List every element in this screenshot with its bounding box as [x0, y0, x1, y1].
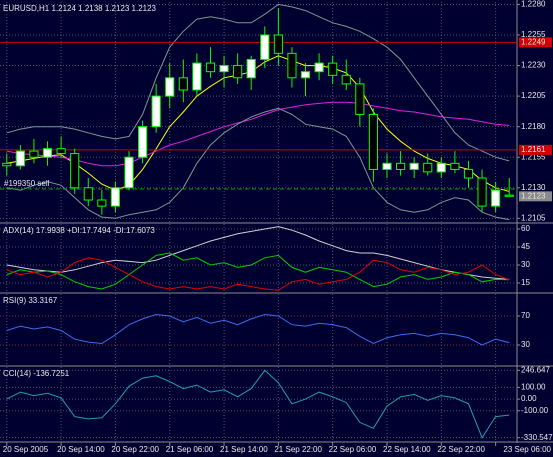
indicator-line	[6, 369, 510, 439]
indicator-line	[6, 257, 510, 291]
pane	[0, 2, 516, 222]
candle-body	[287, 52, 297, 79]
candle-body	[314, 62, 324, 73]
x-tick-label: 20 Sep 22:00	[111, 445, 159, 454]
level-tag	[519, 37, 552, 48]
candle-body	[233, 65, 243, 79]
pane-title: ADX(14) 17.9938 +DI:17.7494 -DI:17.6073	[3, 226, 155, 235]
candle-body	[165, 77, 175, 97]
overlay-line	[6, 101, 510, 167]
candle-body	[29, 150, 39, 158]
candle-body	[396, 162, 406, 170]
y-tick-label: 1.2230	[521, 61, 546, 70]
candle-body	[436, 162, 446, 173]
level-tag	[519, 144, 552, 155]
candle-body	[382, 162, 392, 170]
pane-title: CCI(14) -136.7251	[3, 369, 70, 378]
overlay-line	[6, 55, 510, 192]
y-tick-label: 30	[521, 260, 530, 269]
y-tick-label: 1.2180	[521, 122, 546, 131]
candle-body	[56, 148, 66, 155]
y-tick-label: 1.2255	[521, 30, 546, 39]
candle-body	[504, 194, 514, 197]
x-tick-label: 21 Sep 14:00	[220, 445, 268, 454]
candle-body	[219, 65, 229, 73]
candle-body	[192, 62, 202, 91]
indicator-line	[6, 226, 510, 280]
y-tick-label: 45	[521, 242, 530, 251]
x-tick-label: 20 Sep 14:00	[57, 445, 105, 454]
y-tick-label: -330.547	[521, 433, 553, 442]
y-tick-label: 246.647	[521, 365, 550, 374]
y-tick-label: 1.2205	[521, 91, 546, 100]
y-tick-label: 1.2280	[521, 0, 546, 9]
candle-body	[83, 187, 93, 201]
current-price-label: 1.2123	[521, 191, 546, 200]
candle-body	[300, 71, 311, 79]
candle-body	[97, 199, 107, 207]
candle-body	[151, 95, 161, 128]
overlay-line	[6, 107, 510, 221]
candle-body	[110, 187, 120, 207]
candle-body	[178, 77, 188, 91]
candle-body	[368, 113, 378, 170]
x-tick-label: 22 Sep 06:00	[329, 445, 377, 454]
candle-body	[341, 74, 351, 85]
y-tick-label: 60	[521, 224, 530, 233]
y-tick-label: 100.00	[521, 383, 546, 392]
pane	[0, 224, 516, 292]
candle-body	[138, 126, 148, 158]
x-tick-label: 21 Sep 06:00	[166, 445, 214, 454]
level-tag-label: 1.2161	[521, 145, 546, 154]
candle-body	[2, 162, 12, 167]
y-tick-label: 70	[521, 311, 530, 320]
candle-body	[423, 162, 433, 173]
y-tick-label: 30	[521, 340, 530, 349]
candle-body	[450, 162, 460, 170]
candle-body	[477, 177, 487, 207]
indicator-line	[6, 313, 510, 346]
y-tick-label: -100.00	[521, 406, 549, 415]
candle-body	[260, 34, 270, 60]
candle-body	[42, 148, 53, 158]
candle-body	[273, 34, 283, 54]
x-tick-label: 22 Sep 14:00	[383, 445, 431, 454]
y-tick-label: 0.00	[521, 394, 537, 403]
y-tick-label: 1.2130	[521, 183, 546, 192]
pane	[0, 294, 516, 365]
candle-body	[491, 189, 501, 207]
x-tick-label: 23 Sep 06:00	[503, 445, 551, 454]
candle-body	[463, 168, 474, 179]
order-line-label: #199350 sell	[4, 179, 50, 188]
x-tick-label: 20 Sep 2005	[3, 445, 49, 454]
candle-body	[328, 62, 338, 76]
indicator-line	[6, 252, 510, 290]
candle-body	[124, 156, 134, 189]
candle-body	[70, 153, 80, 189]
y-tick-label: 1.2155	[521, 152, 546, 161]
x-tick-label: 21 Sep 22:00	[274, 445, 322, 454]
candle-body	[246, 58, 256, 79]
candle-body	[355, 83, 365, 115]
candle-body	[15, 150, 25, 167]
current-price-tag	[519, 191, 552, 202]
y-tick-label: 15	[521, 278, 530, 287]
pane	[0, 367, 516, 441]
overlay-line	[6, 3, 510, 162]
level-tag-label: 1.2249	[521, 37, 546, 46]
y-tick-label: 1.2105	[521, 213, 546, 222]
x-tick-label: 22 Sep 22:00	[437, 445, 485, 454]
candle-body	[205, 62, 216, 73]
pane-title: RSI(9) 33.3167	[3, 296, 58, 305]
candle-body	[409, 162, 419, 170]
pane-title: EURUSD,H1 1.2124 1.2138 1.2123 1.2123	[3, 4, 157, 13]
